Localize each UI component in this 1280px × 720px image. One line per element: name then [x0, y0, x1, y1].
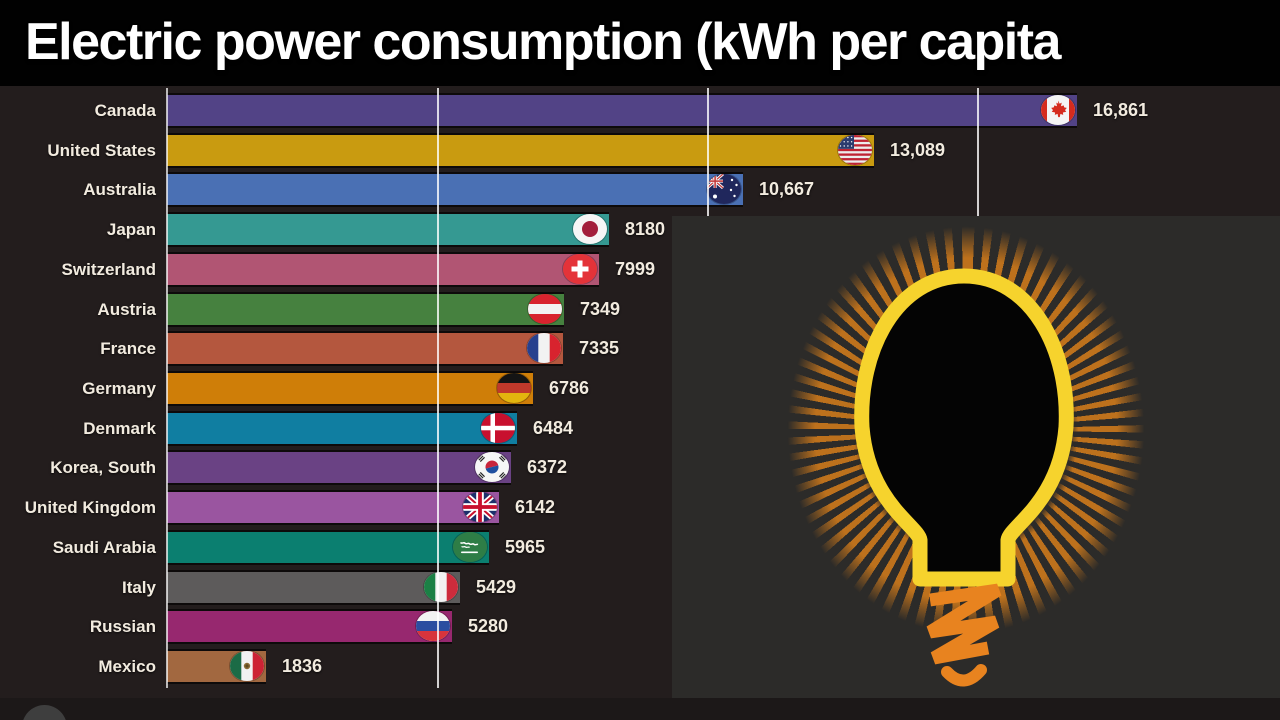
flag-at-icon [528, 294, 562, 324]
country-label: Denmark [83, 419, 156, 438]
value-label: 16,861 [1093, 100, 1149, 120]
bar-row: Australia 10,667 [0, 172, 1280, 207]
country-label: Austria [97, 300, 156, 319]
bottom-strip [0, 698, 1280, 720]
flag-us-icon [838, 135, 872, 165]
bar-row: Japan 8180 [0, 212, 1280, 247]
flag-gb-icon [463, 492, 497, 522]
country-label: Germany [82, 379, 156, 398]
country-label: Mexico [98, 657, 156, 676]
bar-row: United States 13,089 [0, 133, 1280, 168]
bar-mx [167, 649, 266, 684]
bar-de [167, 371, 533, 406]
country-label: United Kingdom [24, 498, 156, 517]
bar-row: Italy 5429 [0, 570, 1280, 605]
light-bulb-panel [672, 216, 1280, 698]
bar-ca [167, 93, 1077, 128]
page-title: Electric power consumption (kWh per capi… [25, 13, 1061, 71]
bar-row: Russian 5280 [0, 609, 1280, 644]
bar-gb [167, 490, 499, 525]
flag-ca-icon [1041, 95, 1075, 125]
bar-row: Switzerland 7999 [0, 252, 1280, 287]
value-label: 6484 [533, 418, 574, 438]
value-label: 1836 [282, 656, 323, 676]
value-label: 5280 [468, 616, 509, 636]
flag-au-icon [707, 174, 741, 204]
flag-dk-icon [481, 413, 515, 443]
gridline-5000 [437, 88, 439, 688]
flag-ru-icon [416, 611, 450, 641]
value-label: 7999 [615, 259, 656, 279]
flag-ch-icon [563, 254, 597, 284]
bar-it [167, 570, 460, 605]
bar-at [167, 292, 564, 327]
value-label: 7335 [579, 338, 620, 358]
country-label: United States [47, 141, 156, 160]
gridline-10000 [707, 88, 709, 216]
flag-mx-icon [230, 651, 264, 681]
country-label: Switzerland [61, 260, 156, 279]
bar-row: Denmark 6484 [0, 411, 1280, 446]
country-label: Russian [89, 617, 156, 636]
bar-row: Mexico 1836 [0, 649, 1280, 684]
bar-fr [167, 331, 563, 366]
country-label: Italy [121, 578, 156, 597]
bar-row: France 7335 [0, 331, 1280, 366]
value-label: 7349 [580, 299, 621, 319]
bar-jp [167, 212, 609, 247]
bar-row: Korea, South 6372 [0, 450, 1280, 485]
country-label: Australia [83, 180, 156, 199]
bar-us [167, 133, 874, 168]
y-axis-line [166, 88, 168, 688]
value-label: 5965 [505, 537, 546, 557]
bar-dk [167, 411, 517, 446]
value-label: 13,089 [890, 140, 946, 160]
bar-sa [167, 530, 489, 565]
bar-row: Germany 6786 [0, 371, 1280, 406]
flag-jp-icon [573, 214, 607, 244]
country-label: Saudi Arabia [52, 538, 156, 557]
flag-it-icon [424, 572, 458, 602]
value-label: 10,667 [759, 179, 815, 199]
bar-row: United Kingdom 6142 [0, 490, 1280, 525]
bar-au [167, 172, 743, 207]
country-label: Canada [94, 101, 156, 120]
country-label: Japan [106, 220, 156, 239]
bar-row: Canada 16,861 [0, 93, 1280, 128]
flag-sa-icon [453, 532, 487, 562]
value-label: 6372 [527, 457, 568, 477]
gridline-15000 [977, 88, 979, 216]
corner-circle-decoration [22, 705, 67, 720]
value-label: 6786 [549, 378, 590, 398]
bar-ru [167, 609, 452, 644]
bar-row: Austria 7349 [0, 292, 1280, 327]
flag-de-icon [497, 373, 531, 403]
flag-kr-icon [475, 452, 509, 482]
country-label: Korea, South [50, 458, 156, 477]
bar-row: Saudi Arabia 5965 [0, 530, 1280, 565]
value-label: 5429 [476, 577, 517, 597]
flag-fr-icon [527, 333, 561, 363]
title-bar: Electric power consumption (kWh per capi… [0, 0, 1280, 86]
value-label: 8180 [625, 219, 666, 239]
bar-kr [167, 450, 511, 485]
light-bulb-icon [854, 268, 1074, 687]
value-label: 6142 [515, 497, 556, 517]
bar-ch [167, 252, 599, 287]
country-label: France [100, 339, 156, 358]
